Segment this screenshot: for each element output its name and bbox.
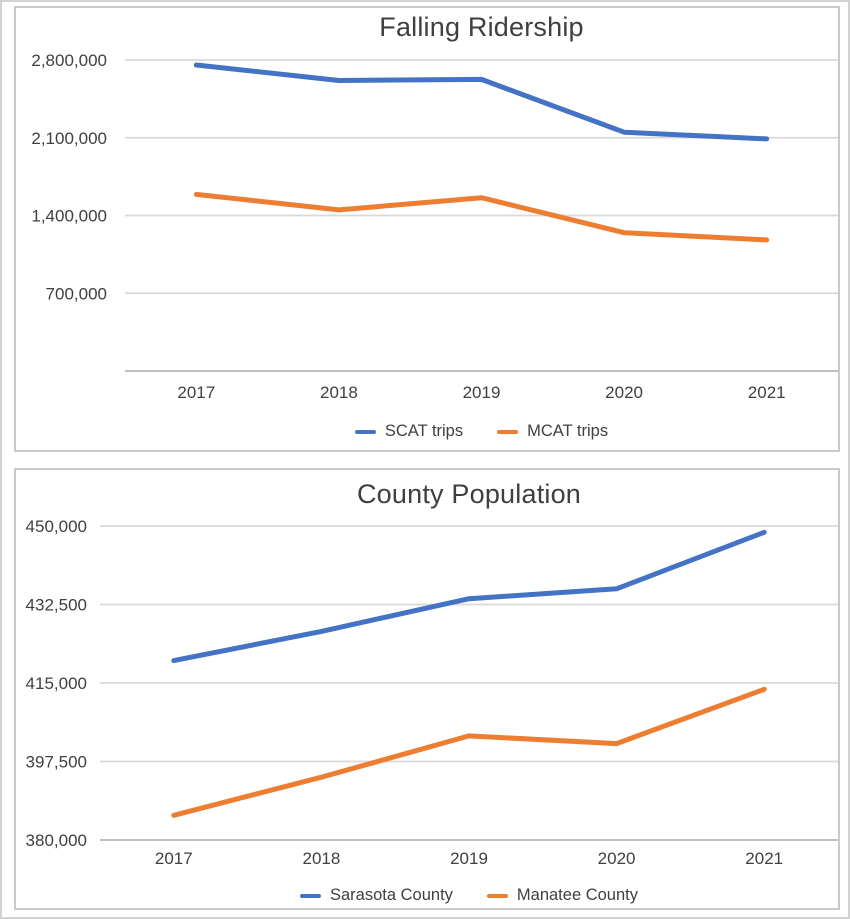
x-axis-tick-label: 2019 [450,849,488,868]
population-chart-legend: Sarasota County Manatee County [100,886,838,905]
y-axis-tick-label: 450,000 [26,517,87,536]
legend-label: Manatee County [516,886,638,904]
legend-item-manatee-county: Manatee County [486,886,638,905]
series-line-manatee-county [171,686,767,818]
legend-item-scat-trips: SCAT trips [354,422,464,441]
population-chart-title: County Population [356,479,582,509]
legend-label: Sarasota County [330,886,453,904]
series-line-sarasota-county [171,529,767,664]
population-chart-panel: County Population 450,000 432,500 415,000 3… [14,468,840,910]
x-axis-tick-label: 2020 [605,383,643,402]
ridership-chart-svg: 2,800,000 2,100,000 1,400,000 700,000 2017 20… [31,51,838,402]
ridership-chart-panel: Falling Ridership 2,800,000 2,100,000 1,40… [14,6,840,452]
y-axis-tick-label: 700,000 [46,284,107,303]
legend-item-mcat-trips: MCAT trips [497,422,608,441]
ridership-chart-legend: SCAT trips MCAT trips [125,422,838,441]
legend-item-sarasota-county: Sarasota County [300,886,453,905]
y-axis-tick-label: 415,000 [26,674,87,693]
series-line-mcat-trips [193,191,770,243]
legend-marker-icon [497,429,519,434]
population-chart-svg: 450,000 432,500 415,000 397,500 380,000 2017 2… [26,517,838,868]
x-axis-tick-label: 2021 [748,383,786,402]
ridership-chart-title: Falling Ridership [379,12,584,42]
x-axis-tick-label: 2017 [177,383,215,402]
x-axis-tick-label: 2017 [155,849,193,868]
x-axis-tick-label: 2018 [320,383,358,402]
legend-marker-icon [300,893,321,898]
legend-marker-icon [354,429,376,434]
legend-label: SCAT trips [384,422,464,440]
y-axis-tick-label: 397,500 [26,753,87,772]
y-axis-tick-label: 2,800,000 [31,51,107,70]
y-axis-tick-label: 380,000 [26,831,87,850]
legend-marker-icon [486,893,508,898]
x-axis-tick-label: 2020 [598,849,636,868]
y-axis-tick-label: 432,500 [26,596,87,615]
x-axis-tick-label: 2018 [302,849,340,868]
series-line-scat-trips [193,62,770,142]
y-axis-tick-label: 2,100,000 [31,129,107,148]
legend-label: MCAT trips [527,422,609,440]
x-axis-tick-label: 2021 [745,849,783,868]
y-axis-tick-label: 1,400,000 [31,207,107,226]
x-axis-tick-label: 2019 [463,383,501,402]
